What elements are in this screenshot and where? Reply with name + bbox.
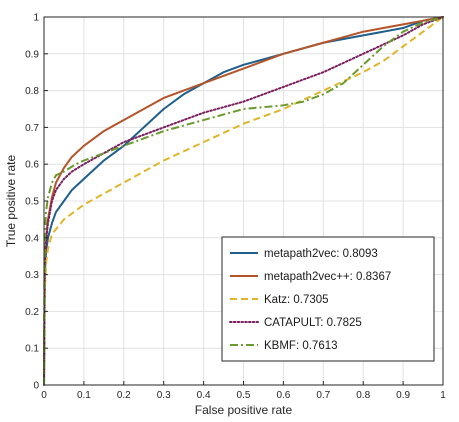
legend: metapath2vec: 0.8093 metapath2vec++: 0.83… xyxy=(221,236,435,362)
y-tick-label: 0.8 xyxy=(25,86,39,97)
y-tick-label: 0.1 xyxy=(25,344,39,355)
x-tick-label: 0.8 xyxy=(356,390,370,401)
legend-entry-1: metapath2vec++: 0.8367 xyxy=(264,271,391,283)
y-axis-label: True positive rate xyxy=(4,155,18,248)
x-tick-label: 0 xyxy=(41,390,47,401)
series-lines xyxy=(43,16,444,386)
x-tick-label: 0.5 xyxy=(237,390,251,401)
x-tick-label: 0.3 xyxy=(157,390,171,401)
x-tick-label: 0.2 xyxy=(117,390,131,401)
legend-entry-3: CATAPULT: 0.7825 xyxy=(264,317,362,329)
x-tick-label: 0.6 xyxy=(276,390,290,401)
y-tick-label: 0.2 xyxy=(25,307,39,318)
y-tick-label: 0.7 xyxy=(25,123,39,134)
series-line-4 xyxy=(43,16,444,386)
x-tick-label: 0.9 xyxy=(396,390,410,401)
x-axis-label: False positive rate xyxy=(195,403,293,417)
tick-labels: 0 0.1 0.2 0.3 0.4 0.5 0.6 0.7 0.8 0.9 1 0 0.1 0.2 0.3 0… xyxy=(25,13,446,402)
series-line-3 xyxy=(43,16,444,386)
y-tick-label: 1 xyxy=(33,13,39,24)
legend-entry-2: Katz: 0.7305 xyxy=(264,294,329,306)
series-line-2 xyxy=(43,16,444,386)
x-tick-label: 0.1 xyxy=(77,390,91,401)
x-tick-label: 0.4 xyxy=(197,390,211,401)
y-tick-label: 0.5 xyxy=(25,197,39,208)
x-tick-label: 0.7 xyxy=(316,390,330,401)
y-tick-label: 0.6 xyxy=(25,160,39,171)
y-tick-label: 0.4 xyxy=(25,233,39,244)
legend-entry-0: metapath2vec: 0.8093 xyxy=(264,248,378,260)
y-tick-label: 0.9 xyxy=(25,49,39,60)
y-tick-label: 0 xyxy=(33,381,39,392)
legend-entry-4: KBMF: 0.7613 xyxy=(264,340,338,352)
y-tick-label: 0.3 xyxy=(25,270,39,281)
series-line-0 xyxy=(43,16,444,386)
x-tick-label: 1 xyxy=(440,390,446,401)
